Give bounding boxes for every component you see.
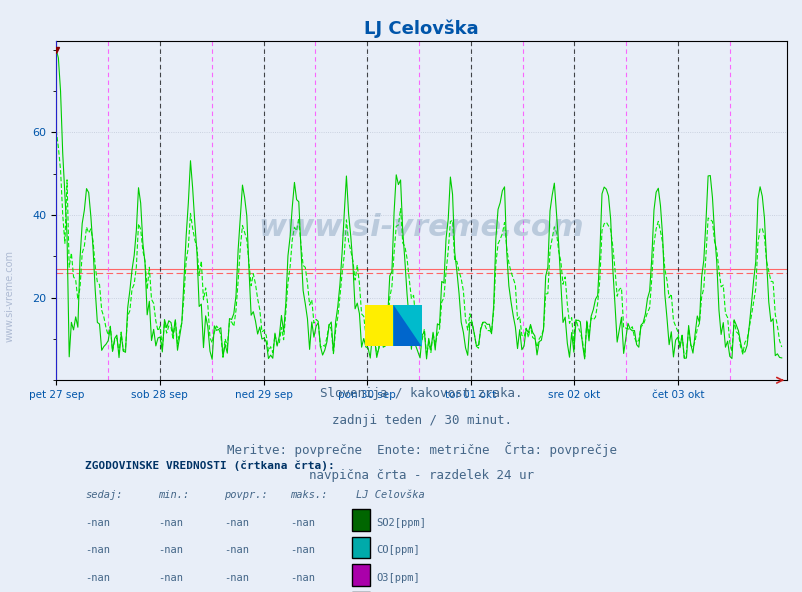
Title: LJ Celovška: LJ Celovška xyxy=(364,20,478,38)
Polygon shape xyxy=(393,305,421,346)
Text: -nan: -nan xyxy=(158,518,184,528)
Polygon shape xyxy=(393,305,421,346)
Text: LJ Celovška: LJ Celovška xyxy=(355,490,424,500)
Text: -nan: -nan xyxy=(224,545,249,555)
Text: -nan: -nan xyxy=(224,518,249,528)
Text: CO[ppm]: CO[ppm] xyxy=(376,545,419,555)
Text: -nan: -nan xyxy=(85,518,111,528)
Text: -nan: -nan xyxy=(290,573,314,583)
Text: www.si-vreme.com: www.si-vreme.com xyxy=(258,213,584,242)
Text: Meritve: povprečne  Enote: metrične  Črta: povprečje: Meritve: povprečne Enote: metrične Črta:… xyxy=(226,442,616,456)
Text: min.:: min.: xyxy=(158,490,189,500)
Text: -nan: -nan xyxy=(290,518,314,528)
Text: -nan: -nan xyxy=(290,545,314,555)
Text: ZGODOVINSKE VREDNOSTI (črtkana črta):: ZGODOVINSKE VREDNOSTI (črtkana črta): xyxy=(85,461,334,471)
FancyBboxPatch shape xyxy=(352,537,370,558)
Text: SO2[ppm]: SO2[ppm] xyxy=(376,518,426,528)
FancyBboxPatch shape xyxy=(352,509,370,530)
FancyBboxPatch shape xyxy=(352,564,370,585)
Text: -nan: -nan xyxy=(224,573,249,583)
Text: -nan: -nan xyxy=(158,573,184,583)
Text: sedaj:: sedaj: xyxy=(85,490,123,500)
Text: maks.:: maks.: xyxy=(290,490,327,500)
Text: navpična črta - razdelek 24 ur: navpična črta - razdelek 24 ur xyxy=(309,469,533,482)
Text: O3[ppm]: O3[ppm] xyxy=(376,573,419,583)
Text: -nan: -nan xyxy=(85,573,111,583)
Text: povpr.:: povpr.: xyxy=(224,490,268,500)
Text: zadnji teden / 30 minut.: zadnji teden / 30 minut. xyxy=(331,414,511,427)
Text: www.si-vreme.com: www.si-vreme.com xyxy=(5,250,14,342)
Text: -nan: -nan xyxy=(158,545,184,555)
Text: -nan: -nan xyxy=(85,545,111,555)
Text: Slovenija / kakovost zraka.: Slovenija / kakovost zraka. xyxy=(320,387,522,400)
Polygon shape xyxy=(365,305,393,346)
